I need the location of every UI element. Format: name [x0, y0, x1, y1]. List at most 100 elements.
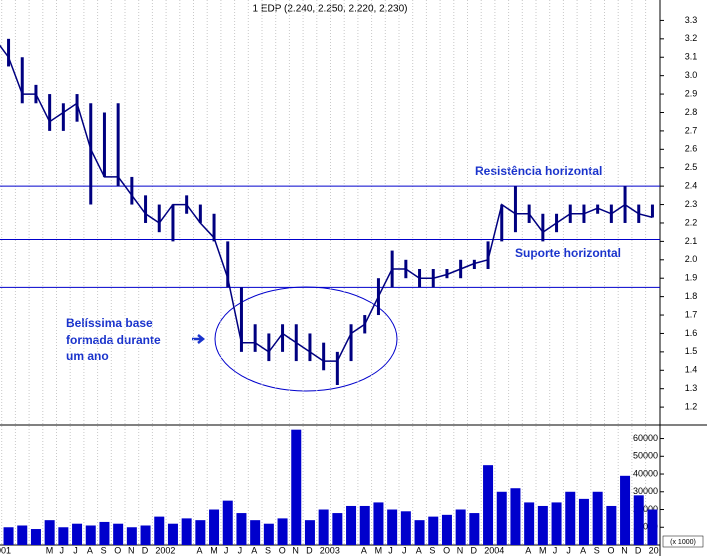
- y-tick-label: 2.1: [685, 236, 698, 246]
- volume-bar: [537, 505, 548, 545]
- volume-bar: [647, 509, 658, 545]
- volume-bar: [236, 513, 247, 545]
- y-tick-label: 3.1: [685, 52, 698, 62]
- volume-bar: [44, 520, 55, 545]
- annotation: Suporte horizontal: [515, 246, 621, 260]
- y2-tick-label: 40000: [633, 468, 658, 478]
- y2-tick-label: 10000: [633, 522, 658, 532]
- x-tick-label: M: [375, 545, 383, 555]
- volume-bar: [154, 516, 165, 545]
- volume-bar: [346, 505, 357, 545]
- x-tick-label: 2003: [320, 545, 340, 555]
- volume-bar: [250, 520, 261, 545]
- y-tick-label: 2.9: [685, 88, 698, 98]
- x-tick-label: D: [306, 545, 313, 555]
- volume-bar: [414, 520, 425, 545]
- x-tick-label: M: [210, 545, 218, 555]
- x-tick-label: N: [292, 545, 299, 555]
- volume-bar: [99, 521, 110, 545]
- volume-bar: [510, 488, 521, 545]
- volume-bar: [592, 491, 603, 545]
- annotation: um ano: [66, 349, 109, 363]
- y-tick-label: 1.2: [685, 401, 698, 411]
- x-tick-label: 2004: [484, 545, 504, 555]
- y-tick-label: 2.7: [685, 125, 698, 135]
- x-tick-label: N: [457, 545, 464, 555]
- x-tick-label: M: [46, 545, 54, 555]
- x-tick-label: J: [224, 545, 229, 555]
- y-tick-label: 1.9: [685, 273, 698, 283]
- y2-tick-label: 60000: [633, 433, 658, 443]
- volume-bar: [524, 502, 535, 545]
- y-tick-label: 1.6: [685, 328, 698, 338]
- volume-unit: (x 1000): [670, 539, 696, 546]
- volume-bar: [195, 520, 206, 545]
- volume-bar: [263, 523, 274, 545]
- volume-bar: [455, 509, 466, 545]
- y-tick-label: 2.3: [685, 199, 698, 209]
- unit-box: [662, 535, 704, 548]
- x-tick-label: A: [580, 545, 586, 555]
- volume-bar: [72, 523, 83, 545]
- y-tick-label: 2.2: [685, 217, 698, 227]
- volume-bar: [277, 518, 288, 545]
- volume-bar: [58, 527, 69, 545]
- x-tick-label: O: [443, 545, 450, 555]
- y2-tick-label: 20000: [633, 504, 658, 514]
- y-tick-label: 2.6: [685, 144, 698, 154]
- volume-bar: [209, 509, 220, 545]
- volume-bar: [181, 518, 192, 545]
- y-tick-label: 2.8: [685, 107, 698, 117]
- y2-tick-label: 30000: [633, 486, 658, 496]
- x-tick-label: D: [635, 545, 642, 555]
- x-tick-label: J: [553, 545, 558, 555]
- volume-bar: [606, 505, 617, 545]
- x-tick-label: J: [566, 545, 571, 555]
- x-tick-label: J: [388, 545, 393, 555]
- x-tick-label: S: [265, 545, 271, 555]
- y-tick-label: 1.7: [685, 309, 698, 319]
- volume-bar: [304, 520, 315, 545]
- volume-bar: [359, 505, 370, 545]
- x-tick-label: M: [539, 545, 547, 555]
- volume-bar: [620, 475, 631, 545]
- volume-bar: [578, 498, 589, 545]
- close-line: [0, 44, 653, 362]
- volume-bar: [113, 523, 124, 545]
- x-tick-label: J: [402, 545, 407, 555]
- y-tick-label: 1.8: [685, 291, 698, 301]
- volume-bar: [318, 509, 329, 545]
- x-tick-label: A: [361, 545, 367, 555]
- x-tick-label: N: [128, 545, 135, 555]
- x-tick-label: S: [594, 545, 600, 555]
- x-tick-label: 2002: [155, 545, 175, 555]
- y-tick-label: 2.4: [685, 181, 698, 191]
- volume-bar: [551, 502, 562, 545]
- annotation: Resistência horizontal: [475, 164, 602, 178]
- volume-bar: [428, 516, 439, 545]
- volume-bar: [565, 491, 576, 545]
- annotation: formada durante: [66, 333, 161, 347]
- volume-bar: [30, 529, 41, 545]
- x-tick-label: O: [279, 545, 286, 555]
- volume-bar: [387, 509, 398, 545]
- x-tick-label: J: [238, 545, 243, 555]
- x-tick-label: A: [251, 545, 257, 555]
- x-tick-label: J: [73, 545, 78, 555]
- y-tick-label: 2.0: [685, 254, 698, 264]
- volume-bar: [441, 514, 452, 545]
- y-tick-label: 3.2: [685, 33, 698, 43]
- x-tick-label: S: [429, 545, 435, 555]
- x-tick-label: A: [525, 545, 531, 555]
- x-tick-label: 2001: [0, 545, 11, 555]
- x-tick-label: A: [197, 545, 203, 555]
- volume-bar: [3, 527, 14, 545]
- x-tick-label: J: [60, 545, 65, 555]
- volume-bar: [496, 491, 507, 545]
- volume-bar: [291, 429, 302, 545]
- y-tick-label: 1.4: [685, 365, 698, 375]
- volume-bar: [332, 513, 343, 545]
